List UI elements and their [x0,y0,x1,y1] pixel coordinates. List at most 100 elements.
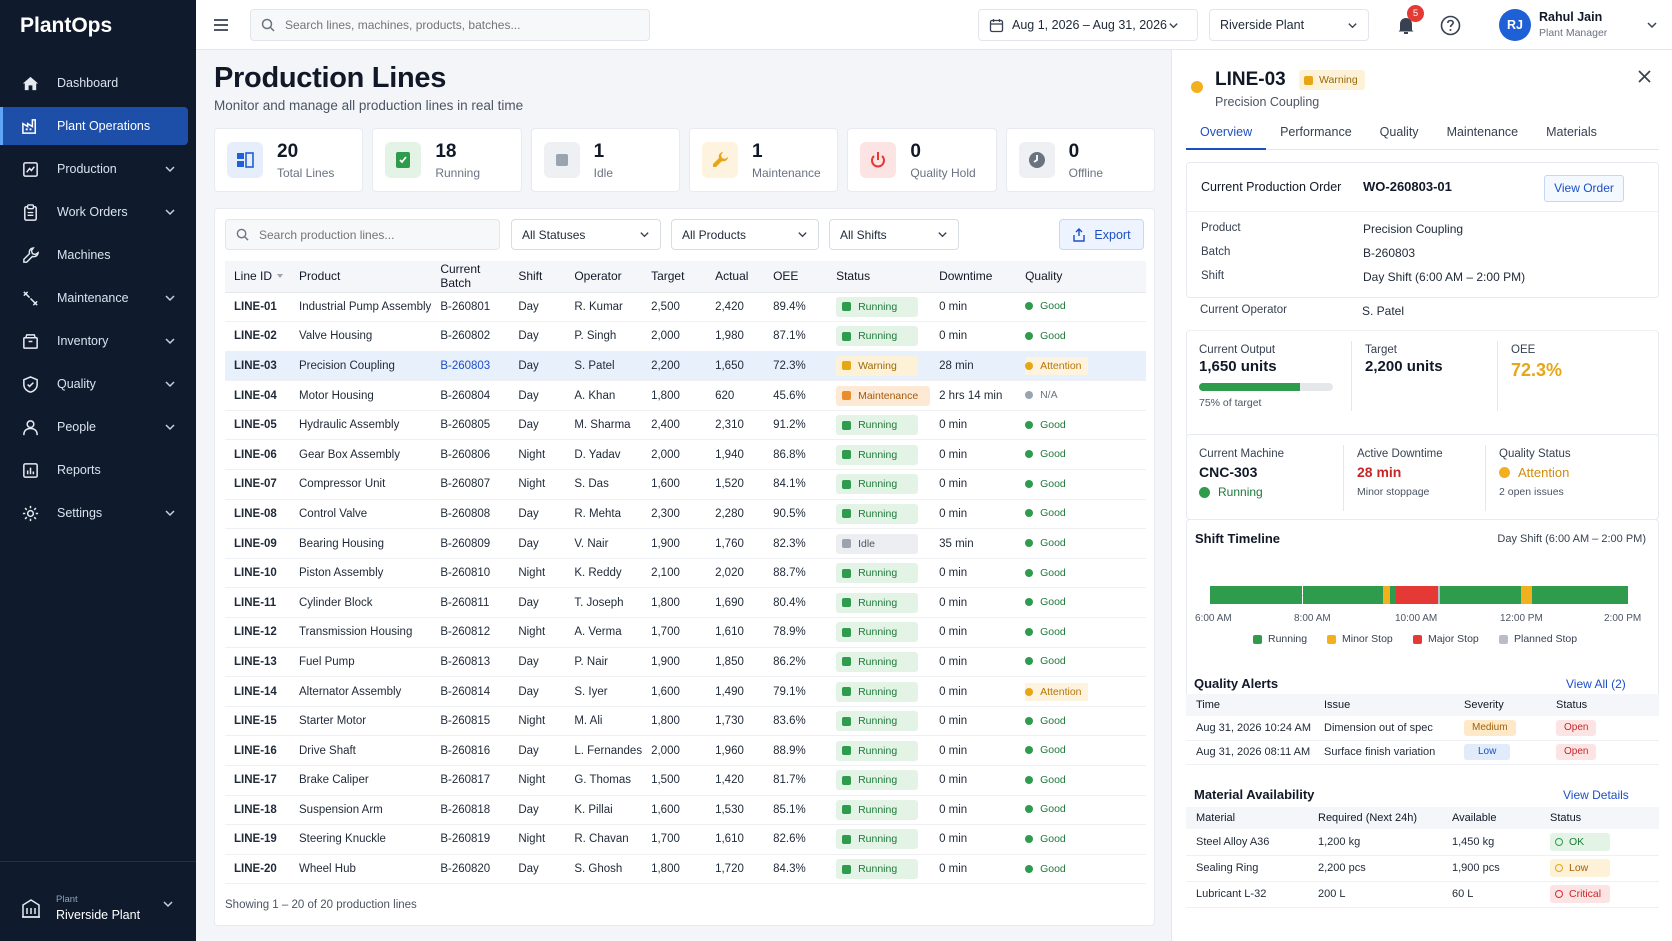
table-row[interactable]: LINE-01 Industrial Pump Assembly B-260801 D… [225,292,1146,323]
col-header-operator[interactable]: Operator [565,261,643,293]
app-logo[interactable]: PlantOps [20,14,113,37]
sidebar-item-quality[interactable]: Quality [0,365,188,403]
search-input[interactable] [285,18,649,32]
stat-maintenance[interactable]: 1 Maintenance [688,128,839,192]
col-header-downtime[interactable]: Downtime [930,261,1017,293]
cell-line-id[interactable]: LINE-03 [225,351,290,382]
table-row[interactable]: LINE-07 Compressor Unit B-260807 Night S. Da… [225,469,1146,500]
timeline-segment[interactable] [1210,586,1302,604]
close-icon[interactable] [1638,70,1651,83]
tab-performance[interactable]: Performance [1280,125,1352,139]
cell-line-id[interactable]: LINE-09 [225,528,290,559]
timeline-segment[interactable] [1383,586,1390,604]
shift-filter[interactable]: All Shifts [829,219,959,250]
table-row[interactable]: LINE-11 Cylinder Block B-260811 Day T. Josep… [225,587,1146,619]
menu-icon[interactable] [212,16,230,34]
stat-total-lines[interactable]: 20 Total Lines [214,128,364,192]
view-all-alerts-link[interactable]: View All (2) [1566,677,1626,691]
user-name[interactable]: Rahul Jain [1539,10,1603,24]
help-icon[interactable] [1440,15,1461,36]
col-header-status[interactable]: Status [827,261,931,293]
timeline-segment[interactable] [1439,586,1522,604]
table-row[interactable]: LINE-19 Steering Knuckle B-260819 Night R. C… [225,824,1146,855]
table-row[interactable]: LINE-16 Drive Shaft B-260816 Day L. Fernande… [225,735,1146,766]
stat-offline[interactable]: 0 Offline [1005,128,1155,192]
table-row[interactable]: LINE-05 Hydraulic Assembly B-260805 Day M. S… [225,410,1146,441]
cell-line-id[interactable]: LINE-06 [225,439,290,471]
stat-running[interactable]: 18 Running [372,128,522,192]
cell-line-id[interactable]: LINE-04 [225,380,290,411]
cell-line-id[interactable]: LINE-17 [225,765,290,796]
table-row[interactable]: LINE-13 Fuel Pump B-260813 Day P. Nair 1,900 1… [225,647,1146,678]
bell-icon[interactable] [1395,14,1417,36]
cell-line-id[interactable]: LINE-11 [225,587,290,619]
cell-line-id[interactable]: LINE-13 [225,647,290,678]
col-header-oee[interactable]: OEE [764,261,828,293]
table-row[interactable]: LINE-15 Starter Motor B-260815 Night M. Ali 1… [225,706,1146,737]
col-header-shift[interactable]: Shift [509,261,566,293]
table-row[interactable]: LINE-09 Bearing Housing B-260809 Day V. Nair… [225,528,1146,559]
view-order-button[interactable]: View Order [1544,175,1624,202]
tab-overview[interactable]: Overview [1186,120,1267,150]
table-search-input[interactable] [259,227,499,242]
cell-line-id[interactable]: LINE-10 [225,558,290,589]
table-search[interactable] [225,219,500,250]
table-row[interactable]: LINE-14 Alternator Assembly B-260814 Day S. … [225,676,1146,707]
timeline-segment[interactable] [1302,586,1384,604]
table-row[interactable]: LINE-12 Transmission Housing B-260812 Night… [225,617,1146,648]
sidebar-item-work-orders[interactable]: Work Orders [0,193,188,231]
product-filter[interactable]: All Products [671,219,819,250]
date-range-picker[interactable]: Aug 1, 2026 – Aug 31, 2026 [978,9,1198,41]
table-row[interactable]: LINE-10 Piston Assembly B-260810 Night K. Re… [225,558,1146,589]
stat-idle[interactable]: 1 Idle [530,128,680,192]
col-header-quality[interactable]: Quality [1016,261,1146,293]
table-row[interactable]: Lubricant L-32 200 L 60 L Critical [1186,881,1659,908]
table-row[interactable]: LINE-06 Gear Box Assembly B-260806 Night D. … [225,439,1146,471]
table-row[interactable]: LINE-20 Wheel Hub B-260820 Day S. Ghosh 1,800… [225,854,1146,885]
table-row[interactable]: LINE-02 Valve Housing B-260802 Day P. Singh 2… [225,321,1146,352]
avatar[interactable]: RJ [1499,9,1531,41]
sidebar-item-production[interactable]: Production [0,150,188,188]
chevron-down-icon[interactable] [1646,19,1658,31]
cell-line-id[interactable]: LINE-12 [225,617,290,648]
timeline-segment[interactable] [1531,586,1628,604]
cell-line-id[interactable]: LINE-20 [225,854,290,885]
plant-switcher[interactable]: Plant Riverside Plant [0,861,196,941]
table-row[interactable]: Aug 31, 2026 08:11 AM Surface finish var… [1186,740,1659,765]
col-header-actual[interactable]: Actual [706,261,765,293]
sidebar-item-plant-operations[interactable]: Plant Operations [0,107,188,145]
global-search[interactable] [250,9,650,41]
table-row[interactable]: LINE-18 Suspension Arm B-260818 Day K. Pilla… [225,795,1146,826]
export-button[interactable]: Export [1059,219,1144,250]
view-details-link[interactable]: View Details [1563,788,1629,802]
sidebar-item-machines[interactable]: Machines [0,236,188,274]
timeline-segment[interactable] [1521,586,1532,604]
sidebar-item-inventory[interactable]: Inventory [0,322,188,360]
cell-line-id[interactable]: LINE-08 [225,499,290,530]
table-row[interactable]: Steel Alloy A36 1,200 kg 1,450 kg OK [1186,829,1659,856]
tab-materials[interactable]: Materials [1546,125,1597,139]
sidebar-item-settings[interactable]: Settings [0,494,188,532]
timeline-segment[interactable] [1389,586,1396,604]
tab-quality[interactable]: Quality [1379,125,1419,139]
table-row[interactable]: LINE-17 Brake Caliper B-260817 Night G. Thom… [225,765,1146,796]
table-row[interactable]: Aug 31, 2026 10:24 AM Dimension out of s… [1186,716,1659,741]
col-header-line-id[interactable]: Line ID [225,261,290,293]
sidebar-item-dashboard[interactable]: Dashboard [0,64,188,102]
plant-select[interactable]: Riverside Plant [1209,9,1369,41]
sidebar-item-people[interactable]: People [0,408,188,446]
cell-line-id[interactable]: LINE-18 [225,795,290,826]
table-row[interactable]: LINE-04 Motor Housing B-260804 Day A. Khan 1,… [225,380,1146,411]
cell-line-id[interactable]: LINE-19 [225,824,290,855]
table-row[interactable]: LINE-03 Precision Coupling B-260803 Day S. P… [225,351,1146,382]
col-header-target[interactable]: Target [642,261,707,293]
cell-line-id[interactable]: LINE-15 [225,706,290,737]
timeline-segment[interactable] [1396,586,1438,604]
table-row[interactable]: Sealing Ring 2,200 pcs 1,900 pcs Low [1186,855,1659,882]
tab-maintenance[interactable]: Maintenance [1446,125,1519,139]
cell-line-id[interactable]: LINE-16 [225,735,290,766]
cell-line-id[interactable]: LINE-07 [225,469,290,500]
sidebar-item-reports[interactable]: Reports [0,451,188,489]
cell-line-id[interactable]: LINE-02 [225,321,290,352]
stat-quality-hold[interactable]: 0 Quality Hold [847,128,997,192]
